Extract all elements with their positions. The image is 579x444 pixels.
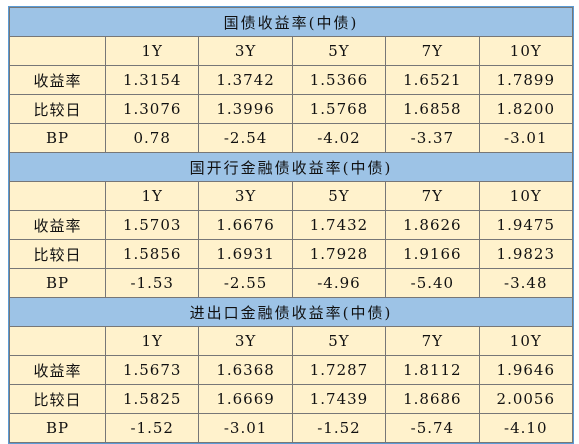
data-row: 比较日 1.3076 1.3996 1.5768 1.6858 1.8200 [9,94,574,124]
data-row: 收益率 1.5703 1.6676 1.7432 1.8626 1.9475 [9,210,574,240]
data-row: 比较日 1.5825 1.6669 1.7439 1.8686 2.0056 [9,384,574,414]
cell-value: 1.7287 [291,355,387,385]
cell-value: 1.6669 [198,384,293,414]
cell-value: 1.9166 [385,239,480,269]
row-label: BP [9,123,106,153]
cell-value: 0.78 [104,123,200,153]
cell-value: -1.52 [291,413,387,443]
cell-value: -3.01 [478,123,574,153]
row-label: BP [9,268,106,298]
column-header: 1Y [104,326,200,356]
cell-value: 1.3996 [198,94,293,124]
column-header: 7Y [385,36,480,66]
cell-value: 1.5768 [291,94,387,124]
yield-table: 国债收益率(中债) 1Y 3Y 5Y 7Y 10Y 收益率 1.3154 1.3742 1.536… [9,7,574,443]
cell-value: -2.55 [198,268,293,298]
cell-value: 1.8686 [385,384,480,414]
cell-value: 1.3154 [104,65,200,95]
column-header: 5Y [291,326,387,356]
data-row: 收益率 1.3154 1.3742 1.5366 1.6521 1.7899 [9,65,574,95]
row-label: 收益率 [9,65,106,95]
cell-value: -1.53 [104,268,200,298]
cell-value: 1.3076 [104,94,200,124]
section-title: 国开行金融债收益率(中债) [9,152,573,182]
row-label: 比较日 [9,384,106,414]
column-header: 5Y [291,36,387,66]
cell-value: -4.96 [291,268,387,298]
cell-value: 1.8112 [385,355,480,385]
cell-value: -2.54 [198,123,293,153]
cell-value: 1.5825 [104,384,200,414]
cell-value: 2.0056 [478,384,574,414]
cell-value: 1.7928 [291,239,387,269]
header-row: 1Y 3Y 5Y 7Y 10Y [9,181,574,211]
cell-value: 1.6931 [198,239,293,269]
cell-value: 1.9646 [478,355,574,385]
section-title: 进出口金融债收益率(中债) [9,297,573,327]
row-label: 收益率 [9,355,106,385]
header-blank [9,326,106,356]
column-header: 7Y [385,181,480,211]
column-header: 3Y [198,326,293,356]
cell-value: 1.6858 [385,94,480,124]
header-blank [9,181,106,211]
section-title-row: 国债收益率(中债) [9,7,573,37]
cell-value: 1.5703 [104,210,200,240]
header-row: 1Y 3Y 5Y 7Y 10Y [9,36,574,66]
column-header: 1Y [104,36,200,66]
table-body: 国债收益率(中债) 1Y 3Y 5Y 7Y 10Y 收益率 1.3154 1.3742 1.536… [9,7,574,443]
cell-value: 1.8200 [478,94,574,124]
cell-value: -3.01 [198,413,293,443]
cell-value: -4.10 [478,413,574,443]
cell-value: 1.7899 [478,65,574,95]
data-row: BP -1.53 -2.55 -4.96 -5.40 -3.48 [9,268,574,298]
cell-value: -4.02 [291,123,387,153]
column-header: 7Y [385,326,480,356]
cell-value: 1.6676 [198,210,293,240]
data-row: 收益率 1.5673 1.6368 1.7287 1.8112 1.9646 [9,355,574,385]
header-blank [9,36,106,66]
header-row: 1Y 3Y 5Y 7Y 10Y [9,326,574,356]
column-header: 5Y [291,181,387,211]
cell-value: -3.37 [385,123,480,153]
yield-table-frame: 国债收益率(中债) 1Y 3Y 5Y 7Y 10Y 收益率 1.3154 1.3742 1.536… [8,6,574,444]
row-label: 收益率 [9,210,106,240]
cell-value: 1.7439 [291,384,387,414]
section-title-row: 进出口金融债收益率(中债) [9,297,573,327]
cell-value: -3.48 [478,268,574,298]
section-title: 国债收益率(中债) [9,7,573,37]
cell-value: 1.9823 [478,239,574,269]
cell-value: 1.3742 [198,65,293,95]
column-header: 10Y [478,36,574,66]
cell-value: -5.74 [385,413,480,443]
row-label: 比较日 [9,239,106,269]
cell-value: -5.40 [385,268,480,298]
cell-value: 1.9475 [478,210,574,240]
row-label: 比较日 [9,94,106,124]
cell-value: 1.6521 [385,65,480,95]
cell-value: 1.5366 [291,65,387,95]
cell-value: 1.5856 [104,239,200,269]
column-header: 3Y [198,181,293,211]
row-label: BP [9,413,106,443]
cell-value: 1.5673 [104,355,200,385]
cell-value: 1.6368 [198,355,293,385]
cell-value: -1.52 [104,413,200,443]
data-row: 比较日 1.5856 1.6931 1.7928 1.9166 1.9823 [9,239,574,269]
cell-value: 1.8626 [385,210,480,240]
column-header: 3Y [198,36,293,66]
column-header: 10Y [478,326,574,356]
column-header: 10Y [478,181,574,211]
column-header: 1Y [104,181,200,211]
data-row: BP 0.78 -2.54 -4.02 -3.37 -3.01 [9,123,574,153]
section-title-row: 国开行金融债收益率(中债) [9,152,573,182]
cell-value: 1.7432 [291,210,387,240]
data-row: BP -1.52 -3.01 -1.52 -5.74 -4.10 [9,413,574,443]
